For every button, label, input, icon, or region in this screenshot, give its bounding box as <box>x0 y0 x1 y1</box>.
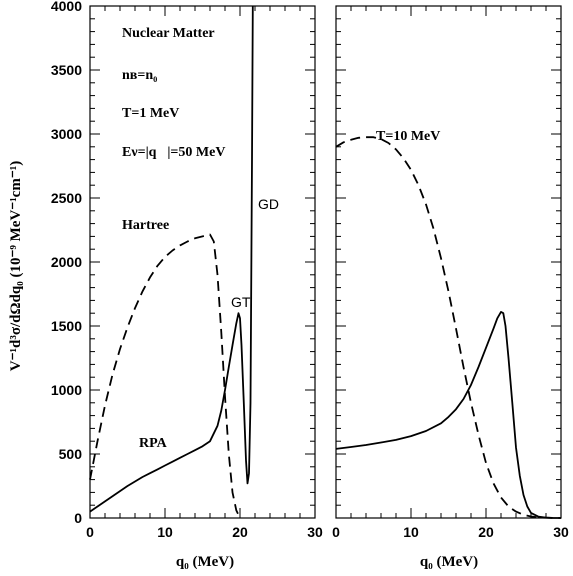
annotation-neutrino-energy: Eν=|q⃗|=50 MeV <box>122 145 225 160</box>
x-tick-label: 20 <box>232 524 248 540</box>
panel-right-series-rpa-line <box>335 310 561 519</box>
y-tick-label: 3000 <box>51 126 82 142</box>
y-axis-label: V⁻¹d³σ/dΩdq₀ (10⁻⁹ MeV⁻¹cm⁻¹) <box>8 161 24 371</box>
x-tick-label: 10 <box>403 524 419 540</box>
panel-left-series <box>89 5 254 519</box>
y-tick-label: 0 <box>74 510 82 526</box>
y-tick-labels: 0 500 1000 1500 2000 2500 3000 3500 4000 <box>51 0 82 526</box>
x-tick-label: 30 <box>553 524 569 540</box>
y-tick-label: 4000 <box>51 0 82 14</box>
panel-right-series <box>335 136 561 519</box>
y-tick-label: 2500 <box>51 190 82 206</box>
x-tick-label: 0 <box>332 524 340 540</box>
annotation-density: nʙ=n₀ <box>122 68 157 83</box>
annotation-gt: GT <box>231 294 251 310</box>
x-tick-label: 20 <box>478 524 494 540</box>
panel-right-series-hartree-line <box>335 136 561 519</box>
y-tick-label: 1500 <box>51 318 82 334</box>
panel-right: 0 10 20 30 q₀ (MeV) T=10 MeV <box>332 5 569 570</box>
panel-left-x-axis-label: q₀ (MeV) <box>176 554 234 570</box>
y-tick-label: 1000 <box>51 382 82 398</box>
y-tick-label: 3500 <box>51 62 82 78</box>
panel-left-ticks: 0 10 20 30 <box>86 5 323 540</box>
x-tick-label: 10 <box>157 524 173 540</box>
x-tick-label: 0 <box>86 524 94 540</box>
annotation-rpa: RPA <box>139 436 168 451</box>
y-tick-label: 500 <box>59 446 83 462</box>
panel-left-series-rpa-line <box>89 5 254 513</box>
annotation-gd: GD <box>258 196 279 212</box>
annotation-hartree: Hartree <box>122 218 169 233</box>
x-tick-label: 30 <box>307 524 323 540</box>
panel-right-frame <box>335 5 562 519</box>
panel-left: 0 10 20 30 q₀ (MeV) Nuclear Matter nʙ=n₀ T=… <box>86 5 323 570</box>
panel-left-series-hartree-line <box>89 233 241 519</box>
annotation-temperature-right: T=10 MeV <box>376 129 440 144</box>
annotation-nuclear-matter: Nuclear Matter <box>122 26 215 41</box>
y-tick-label: 2000 <box>51 254 82 270</box>
annotation-temperature: T=1 MeV <box>122 106 179 121</box>
panel-right-x-axis-label: q₀ (MeV) <box>420 554 478 570</box>
panel-right-ticks: 0 10 20 30 <box>332 5 569 540</box>
